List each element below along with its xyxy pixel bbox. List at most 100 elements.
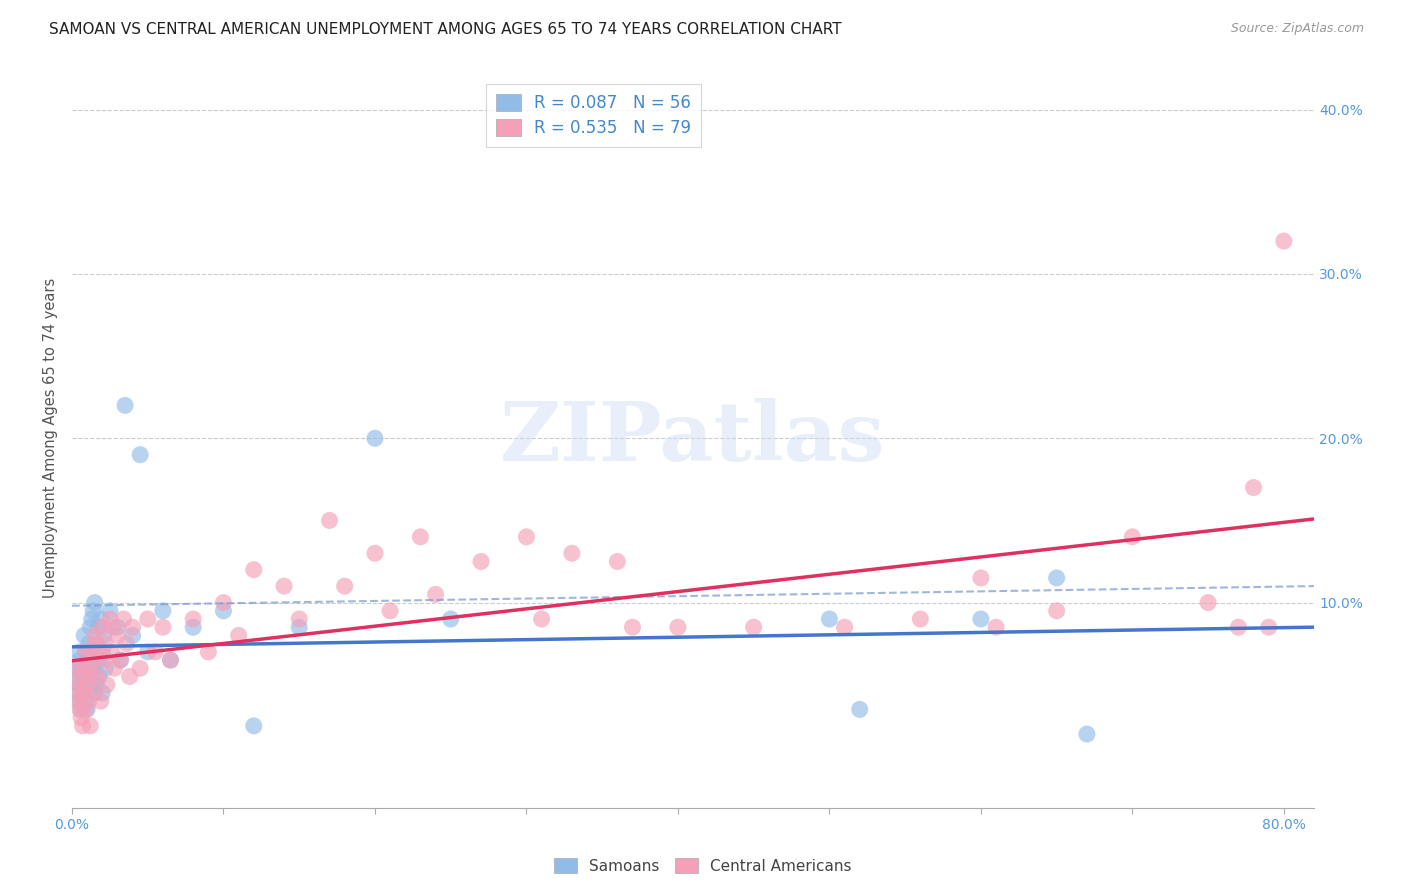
Point xyxy=(73,678,96,692)
Point xyxy=(65,686,87,700)
Point xyxy=(910,612,932,626)
Point xyxy=(1227,620,1250,634)
Point xyxy=(243,563,266,577)
Point xyxy=(87,669,110,683)
Point xyxy=(212,604,235,618)
Point xyxy=(273,579,295,593)
Point xyxy=(228,628,250,642)
Point xyxy=(72,719,94,733)
Point xyxy=(288,612,311,626)
Point xyxy=(1046,571,1069,585)
Point xyxy=(65,669,87,683)
Point xyxy=(364,431,387,445)
Point xyxy=(89,653,111,667)
Point xyxy=(75,645,97,659)
Point xyxy=(110,653,132,667)
Point xyxy=(69,653,91,667)
Point xyxy=(83,596,105,610)
Point xyxy=(93,628,115,642)
Point xyxy=(143,645,166,659)
Point xyxy=(77,694,100,708)
Point xyxy=(121,620,143,634)
Point xyxy=(1076,727,1098,741)
Point xyxy=(69,694,91,708)
Point xyxy=(63,661,86,675)
Point xyxy=(984,620,1007,634)
Point xyxy=(103,661,125,675)
Point xyxy=(440,612,463,626)
Point xyxy=(70,702,93,716)
Point xyxy=(107,620,129,634)
Point xyxy=(80,645,103,659)
Point xyxy=(666,620,689,634)
Point xyxy=(110,653,132,667)
Point xyxy=(76,678,98,692)
Point xyxy=(94,661,117,675)
Point xyxy=(515,530,537,544)
Point xyxy=(136,645,159,659)
Point xyxy=(83,686,105,700)
Point xyxy=(98,604,121,618)
Point xyxy=(470,554,492,568)
Point xyxy=(77,637,100,651)
Point xyxy=(87,620,110,634)
Point xyxy=(136,612,159,626)
Point xyxy=(425,587,447,601)
Point xyxy=(129,448,152,462)
Point xyxy=(1272,234,1295,248)
Point xyxy=(80,669,103,683)
Point xyxy=(561,546,583,560)
Point xyxy=(84,637,107,651)
Point xyxy=(75,702,97,716)
Point xyxy=(159,653,181,667)
Point xyxy=(89,669,111,683)
Point xyxy=(100,645,122,659)
Point xyxy=(115,637,138,651)
Point xyxy=(101,620,124,634)
Point xyxy=(181,620,204,634)
Point xyxy=(96,678,118,692)
Point xyxy=(107,628,129,642)
Point xyxy=(181,612,204,626)
Point xyxy=(67,694,90,708)
Point xyxy=(83,628,105,642)
Point xyxy=(112,612,135,626)
Point xyxy=(79,678,101,692)
Point xyxy=(77,661,100,675)
Point xyxy=(67,686,90,700)
Point xyxy=(73,628,96,642)
Point xyxy=(1257,620,1279,634)
Point xyxy=(80,669,103,683)
Text: Source: ZipAtlas.com: Source: ZipAtlas.com xyxy=(1230,22,1364,36)
Point xyxy=(91,620,114,634)
Point xyxy=(243,719,266,733)
Point xyxy=(76,653,98,667)
Point xyxy=(606,554,628,568)
Point xyxy=(114,398,136,412)
Point xyxy=(79,719,101,733)
Point xyxy=(1046,604,1069,618)
Point xyxy=(970,571,993,585)
Point xyxy=(75,694,97,708)
Point xyxy=(118,669,141,683)
Point xyxy=(67,678,90,692)
Point xyxy=(378,604,401,618)
Point xyxy=(970,612,993,626)
Point xyxy=(409,530,432,544)
Point xyxy=(848,702,870,716)
Point xyxy=(80,612,103,626)
Point xyxy=(69,678,91,692)
Point xyxy=(1243,481,1265,495)
Point xyxy=(530,612,553,626)
Point xyxy=(288,620,311,634)
Point xyxy=(70,669,93,683)
Point xyxy=(82,653,104,667)
Point xyxy=(89,645,111,659)
Point xyxy=(69,645,91,659)
Point xyxy=(91,645,114,659)
Point xyxy=(742,620,765,634)
Point xyxy=(152,604,174,618)
Point xyxy=(83,686,105,700)
Point xyxy=(82,661,104,675)
Point xyxy=(63,661,86,675)
